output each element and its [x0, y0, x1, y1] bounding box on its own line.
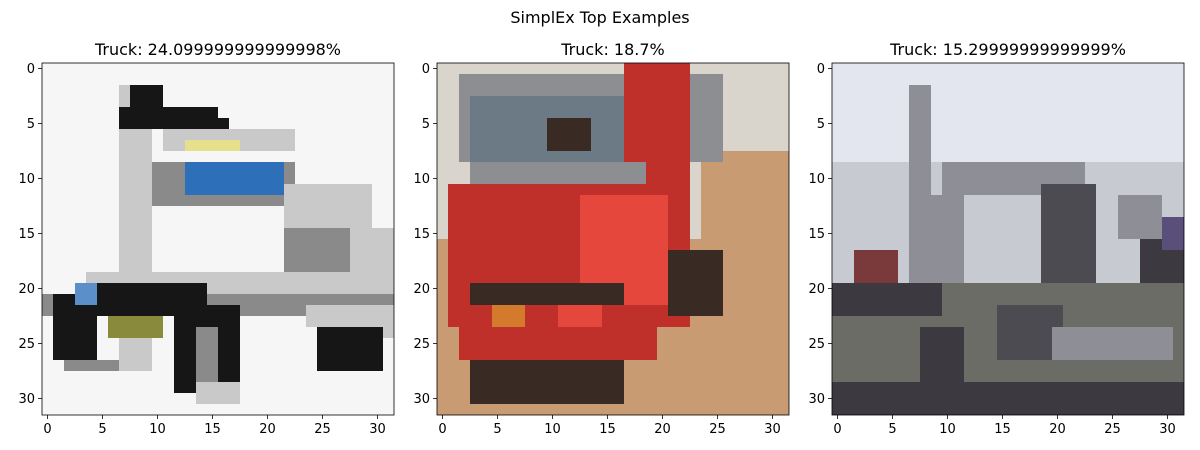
y-tick-label: 20	[413, 282, 430, 297]
x-tick-label: 15	[204, 422, 221, 437]
x-tick-label: 25	[709, 422, 726, 437]
image-block-orange_light	[492, 305, 525, 327]
image-block-dark	[152, 118, 229, 129]
y-tick-label: 15	[18, 227, 35, 242]
axes-frame	[436, 62, 790, 416]
x-tick-label: 5	[888, 422, 896, 437]
x-tick-label: 25	[1104, 422, 1121, 437]
x-tick-label: 10	[149, 422, 166, 437]
x-tick-label: 0	[438, 422, 446, 437]
x-tick-label: 0	[43, 422, 51, 437]
image-block-light_gray	[196, 382, 240, 404]
x-tick-label: 20	[654, 422, 671, 437]
image-block-dark	[470, 283, 624, 305]
image-block-body_mid	[1118, 195, 1162, 239]
y-tick-label: 10	[808, 172, 825, 187]
y-tick-label: 0	[422, 62, 430, 77]
image-block-cab_trim	[185, 140, 240, 151]
image-block-light_gray	[284, 184, 372, 228]
axes-frame	[41, 62, 395, 416]
image-block-truck_red	[459, 327, 657, 360]
image-block-dark	[668, 250, 723, 316]
image-block-dark	[547, 118, 591, 151]
y-tick-label: 25	[18, 337, 35, 352]
panel-title: Truck: 24.099999999999998%	[94, 40, 341, 59]
image-block-mid_gray	[64, 360, 119, 371]
image-block-cab_window	[185, 162, 284, 195]
chart-panel-1: Truck: 24.099999999999998% 0 5 10 15 20 25 30 0 5…	[18, 40, 395, 437]
figure-suptitle: SimplEx Top Examples	[510, 8, 689, 27]
y-tick-label: 20	[808, 282, 825, 297]
x-tick-label: 30	[1159, 422, 1176, 437]
image-block-purple_bit	[1162, 217, 1184, 250]
image-block-dark	[832, 382, 1184, 415]
y-tick-label: 20	[18, 282, 35, 297]
panel-title: Truck: 15.29999999999999%	[889, 40, 1126, 59]
y-tick-label: 30	[808, 392, 825, 407]
y-tick-label: 25	[808, 337, 825, 352]
y-tick-label: 0	[27, 62, 35, 77]
y-tick-label: 5	[422, 117, 430, 132]
x-tick-label: 10	[939, 422, 956, 437]
image-block-mid_gray	[196, 327, 218, 382]
x-tick-label: 30	[764, 422, 781, 437]
image-block-grille	[108, 316, 163, 338]
y-tick-label: 30	[413, 392, 430, 407]
y-tick-label: 15	[808, 227, 825, 242]
panel-image	[42, 63, 394, 415]
x-tick-label: 15	[994, 422, 1011, 437]
y-tick-label: 10	[413, 172, 430, 187]
image-block-body_mid	[1052, 327, 1173, 360]
x-tick-label: 20	[1049, 422, 1066, 437]
y-tick-label: 5	[27, 117, 35, 132]
y-tick-label: 25	[413, 337, 430, 352]
panel-image	[832, 63, 1184, 415]
image-block-dark	[470, 360, 624, 404]
image-block-trailer	[1041, 184, 1096, 294]
x-tick-label: 0	[833, 422, 841, 437]
image-block-dark	[317, 327, 383, 371]
y-tick-label: 15	[413, 227, 430, 242]
x-tick-label: 30	[369, 422, 386, 437]
x-tick-label: 5	[493, 422, 501, 437]
image-block-ground	[701, 151, 789, 239]
image-block-dark	[832, 283, 942, 316]
chart-panel-3: Truck: 15.29999999999999% 0 5 10 15 20 25 30 0 5 1…	[808, 40, 1185, 437]
x-tick-label: 25	[314, 422, 331, 437]
y-tick-label: 30	[18, 392, 35, 407]
y-tick-label: 10	[18, 172, 35, 187]
panel-title: Truck: 18.7%	[560, 40, 665, 59]
image-block-light_gray	[306, 305, 394, 327]
x-tick-label: 20	[259, 422, 276, 437]
axes-frame	[831, 62, 1185, 416]
panel-image	[437, 63, 789, 415]
x-tick-label: 5	[98, 422, 106, 437]
x-tick-label: 10	[544, 422, 561, 437]
y-tick-label: 0	[817, 62, 825, 77]
y-tick-label: 5	[817, 117, 825, 132]
image-block-bright_red	[558, 305, 602, 327]
image-block-cab_gray	[470, 162, 646, 184]
x-tick-label: 15	[599, 422, 616, 437]
chart-panel-2: Truck: 18.7% 0 5 10 15 20 25 30 0 5 10 15 20 25 30	[413, 40, 790, 437]
